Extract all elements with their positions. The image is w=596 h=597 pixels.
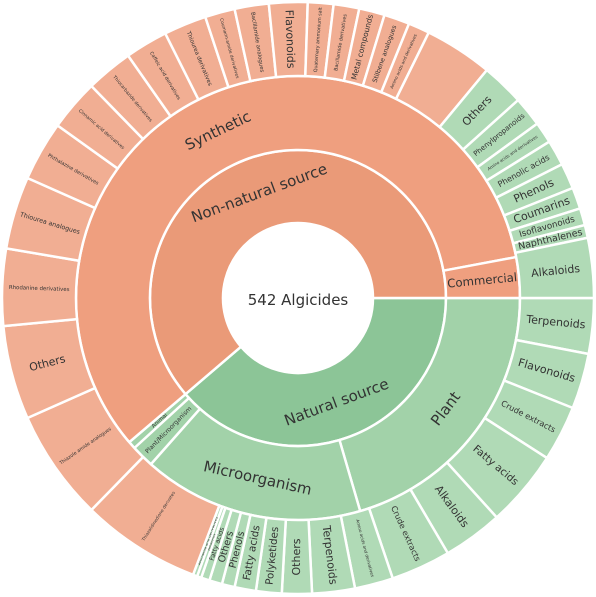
outer-ring-label: Rhodanine derivatives [9,285,70,293]
outer-ring-label: Polyketides [264,526,282,585]
outer-ring-segment [513,236,596,300]
outer-ring-label: Others [290,538,303,575]
middle-ring-label: Commercial [447,270,518,290]
outer-ring-label: Alkaloids [206,533,217,551]
outer-ring-label: Alkaloids [531,262,581,280]
outer-ring-label: Terpenoids [525,313,587,332]
center-label: 542 Algicides [248,291,349,309]
outer-ring-label: Flavonoids [283,10,298,70]
outer-ring-label: Quaternary ammonium salt [313,7,324,73]
